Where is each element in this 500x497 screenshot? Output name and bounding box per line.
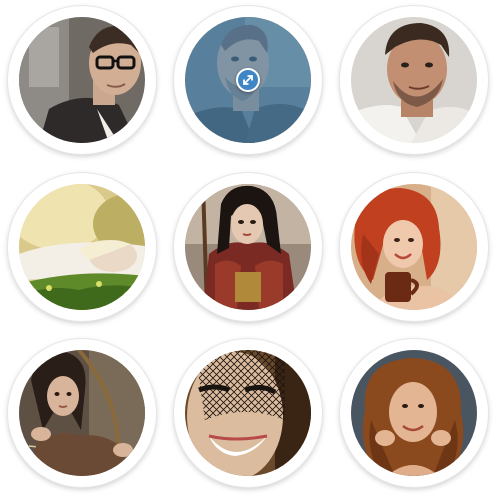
avatar-photo bbox=[185, 184, 311, 310]
gallery-item[interactable] bbox=[340, 6, 488, 154]
gallery-item[interactable] bbox=[174, 339, 322, 487]
gallery-item[interactable] bbox=[8, 339, 156, 487]
gallery-item[interactable] bbox=[174, 173, 322, 321]
avatar-photo bbox=[19, 350, 145, 476]
expand-button[interactable] bbox=[236, 68, 260, 92]
avatar-photo bbox=[19, 184, 145, 310]
gallery-item[interactable] bbox=[174, 6, 322, 154]
gallery-item[interactable] bbox=[8, 173, 156, 321]
avatar-photo bbox=[185, 350, 311, 476]
avatar-photo bbox=[185, 17, 311, 143]
avatar-photo bbox=[351, 350, 477, 476]
gallery-item[interactable] bbox=[340, 173, 488, 321]
avatar-photo bbox=[19, 17, 145, 143]
avatar-photo bbox=[351, 17, 477, 143]
avatar-photo bbox=[351, 184, 477, 310]
gallery-item[interactable] bbox=[8, 6, 156, 154]
gallery-item[interactable] bbox=[340, 339, 488, 487]
expand-arrows-icon bbox=[243, 75, 253, 85]
